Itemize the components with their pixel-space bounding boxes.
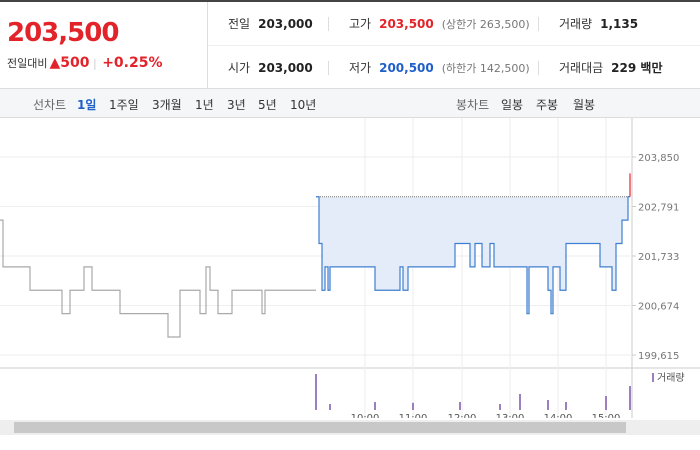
volume-bar (629, 386, 631, 410)
price: 203,500 (7, 18, 119, 48)
scrollbar[interactable] (0, 420, 700, 435)
legend-label: 거래량 (657, 372, 685, 384)
quote-value: 229 백만 (611, 61, 663, 75)
quote-label: 저가 (349, 61, 372, 75)
x-tick-label: 11:00 (399, 413, 428, 418)
quote-cell: 거래대금 229 백만 (538, 60, 700, 75)
tab[interactable]: 1일 (77, 98, 97, 112)
quote-cell: 시가 203,000 (208, 60, 328, 76)
volume-bar (499, 404, 501, 410)
quote-value: 203,500 (379, 16, 434, 31)
legend-swatch (652, 373, 654, 382)
quote-label: 거래량 (559, 17, 593, 31)
chart: 10:00 11:00 12:00 13:00 14:00 15:00 203,850 202… (0, 118, 700, 418)
tab[interactable]: 3개월 (152, 98, 182, 112)
tab[interactable]: 월봉 (573, 98, 596, 112)
quote-cell: 저가 200,500 (하한가 142,500) (328, 60, 538, 75)
price-line (0, 219, 316, 338)
y-tick-label: 200,674 (638, 301, 679, 312)
tab[interactable]: 주봉 (536, 98, 559, 112)
tab[interactable]: 10년 (290, 98, 317, 112)
volume-bar (459, 402, 461, 410)
tab[interactable]: 일봉 (501, 98, 524, 112)
tab[interactable]: 3년 (227, 98, 246, 112)
quote-value: 203,000 (258, 16, 313, 31)
quote-value: 1,135 (600, 16, 639, 31)
quote-cell: 고가 203,500 (상한가 263,500) (328, 16, 538, 31)
quote-note: (하한가 142,500) (441, 61, 530, 75)
y-tick-label: 202,791 (638, 203, 679, 214)
volume-bar (374, 402, 376, 410)
volume-bar (547, 400, 549, 410)
quote-cell: 전일 203,000 (208, 16, 328, 32)
y-tick-label: 201,733 (638, 252, 679, 263)
quote-cell: 거래량 1,135 (538, 16, 700, 31)
volume-bar (412, 402, 414, 410)
x-tick-label: 10:00 (351, 413, 380, 418)
quote-label: 고가 (349, 17, 372, 31)
change: 전일대비 ▲500 | +0.25% (7, 55, 163, 71)
x-tick-label: 14:00 (544, 413, 573, 418)
area (316, 196, 630, 314)
quote-label: 전일 (228, 17, 251, 31)
quote-row: 시가 203,000 저가 200,500 (하한가 142,500) 거래대금 229 백… (208, 45, 700, 89)
quote-value: 200,500 (379, 60, 434, 75)
volume-bar (519, 394, 521, 410)
x-tick-label: 15:00 (592, 413, 621, 418)
volume-bar (605, 396, 607, 410)
tab-group-label: 봉차트 (456, 98, 490, 112)
change-value: ▲500 (49, 55, 90, 71)
quote-value: 203,000 (258, 60, 313, 75)
x-tick-label: 13:00 (496, 413, 525, 418)
quote-label: 시가 (228, 61, 251, 75)
tab-group-label: 선차트 (33, 98, 67, 112)
x-tick-label: 12:00 (448, 413, 477, 418)
quote-row: 전일 203,000 고가 203,500 (상한가 263,500) 거래량 1,135 (208, 2, 700, 45)
quote-panel: 203,500 전일대비 ▲500 | +0.25% 전일 203,000 고가 203… (0, 0, 700, 88)
quote-note: (상한가 263,500) (441, 17, 530, 31)
change-label: 전일대비 (7, 57, 48, 70)
tab[interactable]: 1주일 (109, 98, 139, 112)
scroll-thumb[interactable] (14, 422, 626, 433)
tab[interactable]: 1년 (195, 98, 214, 112)
tab[interactable]: 5년 (258, 98, 277, 112)
volume-bar (329, 404, 331, 410)
volume-bar (315, 374, 317, 410)
y-tick-label: 203,850 (638, 153, 679, 164)
quote-label: 거래대금 (559, 61, 604, 75)
change-rate: +0.25% (102, 55, 163, 71)
price-box: 203,500 전일대비 ▲500 | +0.25% (0, 2, 208, 88)
volume-bar (565, 402, 567, 410)
price-line (316, 196, 630, 315)
y-tick-label: 199,615 (638, 351, 679, 362)
tab-bar: 선차트 1일 1주일 3개월 1년 3년 5년 10년 봉차트 일봉 주봉 월봉 (0, 88, 700, 118)
